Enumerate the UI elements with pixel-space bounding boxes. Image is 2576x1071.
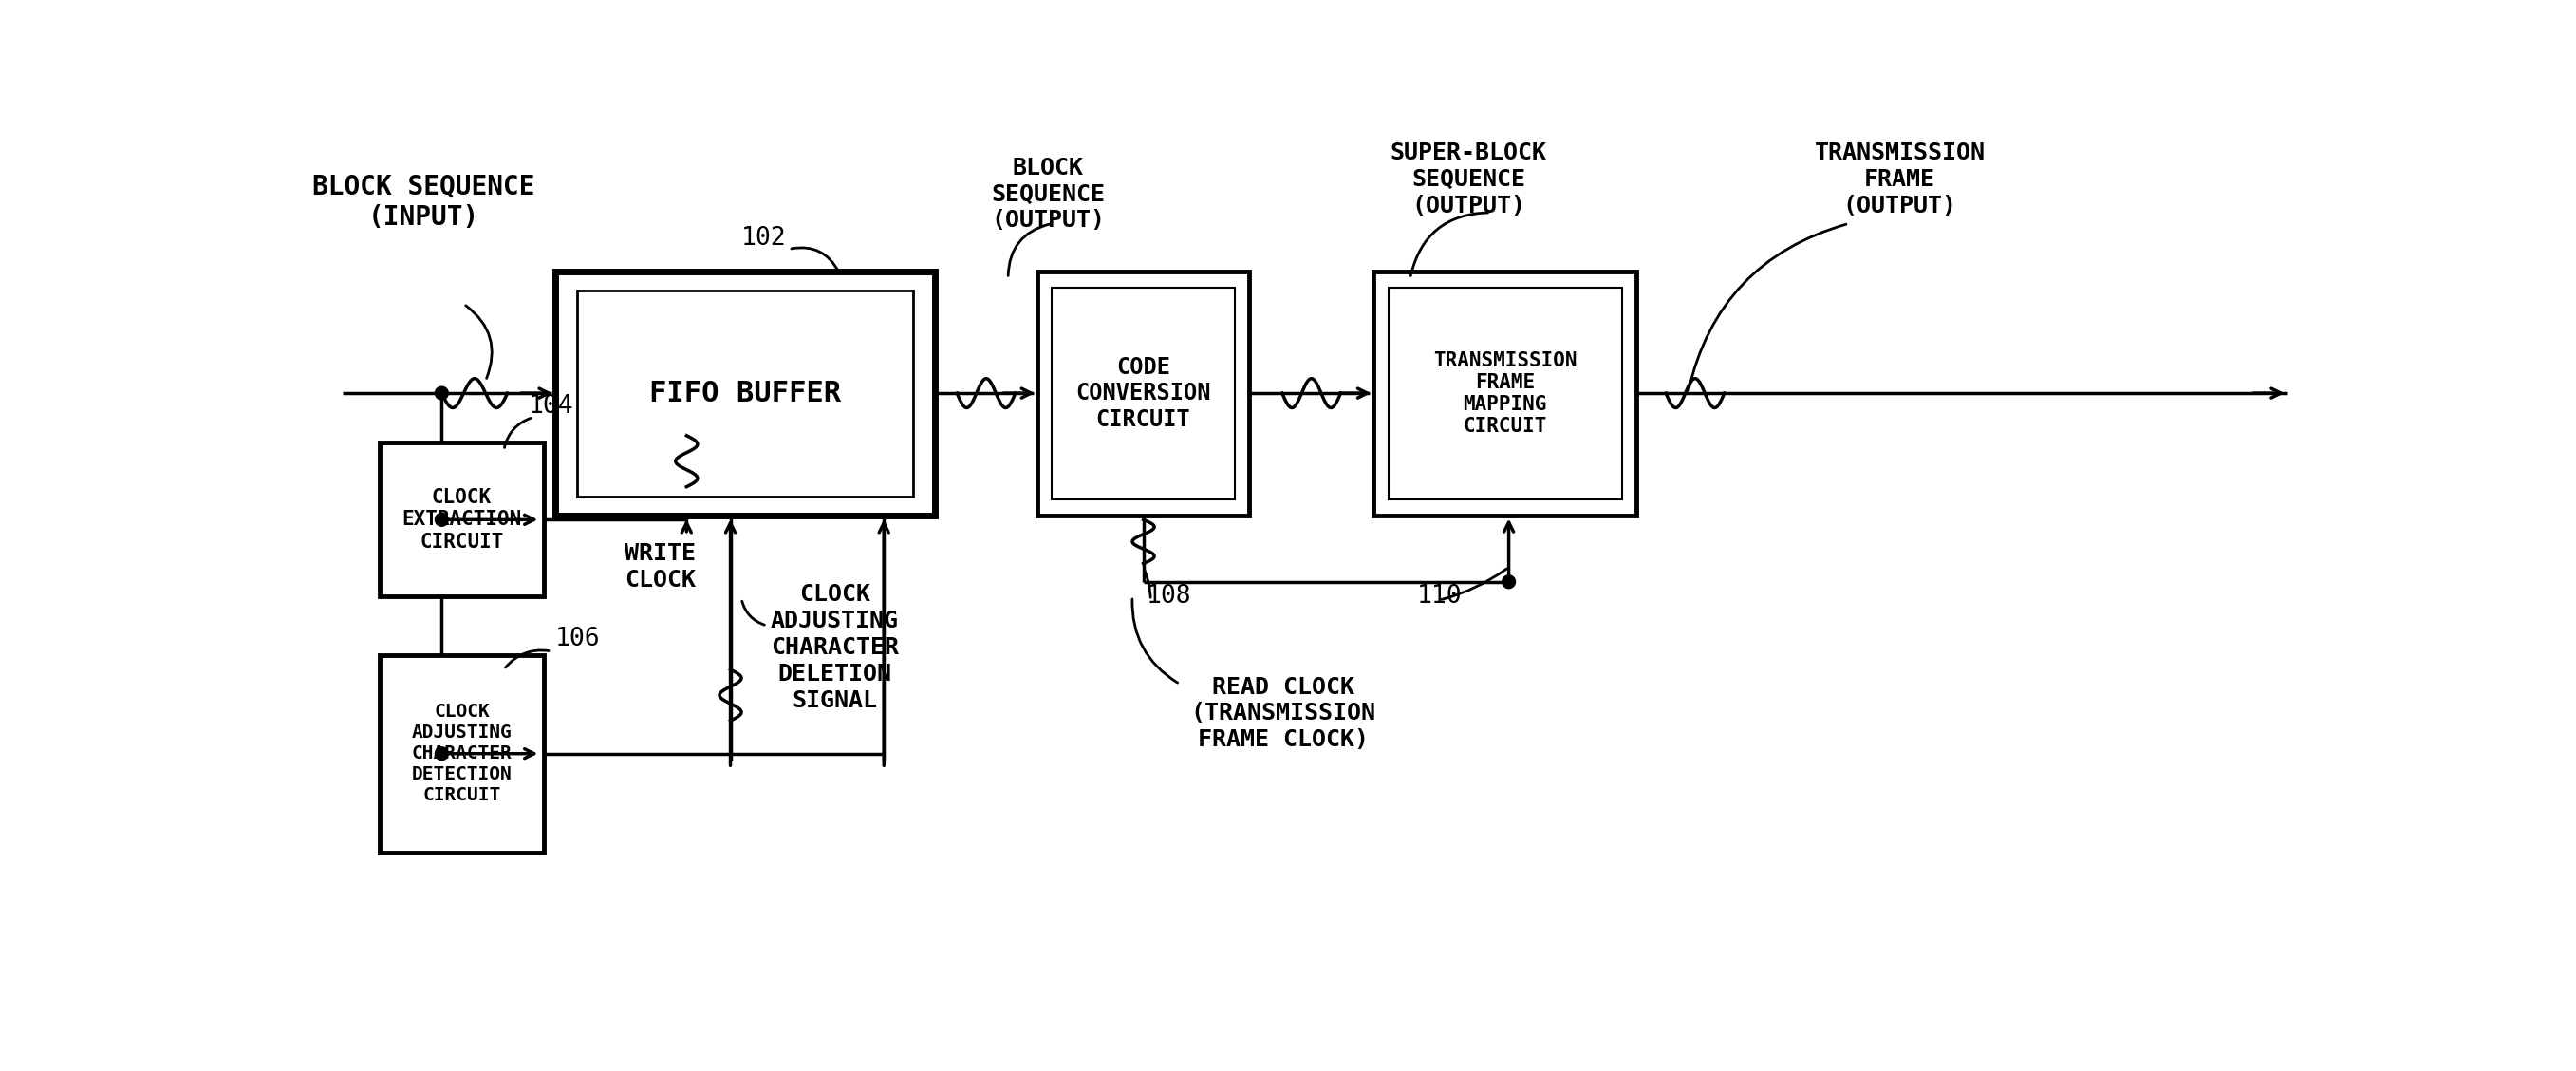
Text: TRANSMISSION
FRAME
(OUTPUT): TRANSMISSION FRAME (OUTPUT) bbox=[1814, 142, 1986, 217]
Text: READ CLOCK
(TRANSMISSION
FRAME CLOCK): READ CLOCK (TRANSMISSION FRAME CLOCK) bbox=[1190, 676, 1376, 751]
Text: CLOCK
ADJUSTING
CHARACTER
DETECTION
CIRCUIT: CLOCK ADJUSTING CHARACTER DETECTION CIRC… bbox=[412, 703, 513, 804]
Text: BLOCK SEQUENCE
(INPUT): BLOCK SEQUENCE (INPUT) bbox=[312, 172, 536, 230]
Text: CODE
CONVERSION
CIRCUIT: CODE CONVERSION CIRCUIT bbox=[1077, 356, 1211, 432]
Text: FIFO BUFFER: FIFO BUFFER bbox=[649, 380, 840, 407]
Circle shape bbox=[435, 387, 448, 399]
Circle shape bbox=[435, 748, 448, 760]
Bar bbox=[1388, 288, 1623, 499]
Text: 106: 106 bbox=[554, 627, 600, 651]
Bar bbox=[577, 291, 912, 496]
Bar bbox=[379, 443, 544, 597]
Bar bbox=[554, 271, 935, 516]
Text: WRITE
CLOCK: WRITE CLOCK bbox=[623, 543, 696, 592]
Text: 102: 102 bbox=[742, 226, 786, 251]
Bar bbox=[1051, 288, 1234, 499]
Text: CLOCK
EXTRACTION
CIRCUIT: CLOCK EXTRACTION CIRCUIT bbox=[402, 488, 523, 552]
Text: CLOCK
ADJUSTING
CHARACTER
DELETION
SIGNAL: CLOCK ADJUSTING CHARACTER DELETION SIGNA… bbox=[770, 584, 899, 712]
Text: BLOCK
SEQUENCE
(OUTPUT): BLOCK SEQUENCE (OUTPUT) bbox=[992, 156, 1105, 232]
Text: 104: 104 bbox=[528, 394, 574, 419]
Text: TRANSMISSION
FRAME
MAPPING
CIRCUIT: TRANSMISSION FRAME MAPPING CIRCUIT bbox=[1432, 351, 1577, 436]
Circle shape bbox=[1502, 575, 1515, 588]
Text: 108: 108 bbox=[1146, 584, 1193, 608]
Bar bbox=[379, 654, 544, 853]
Circle shape bbox=[435, 513, 448, 526]
Bar bbox=[1373, 271, 1636, 516]
Text: 110: 110 bbox=[1417, 584, 1463, 608]
Bar bbox=[1038, 271, 1249, 516]
Text: SUPER-BLOCK
SEQUENCE
(OUTPUT): SUPER-BLOCK SEQUENCE (OUTPUT) bbox=[1391, 142, 1546, 217]
